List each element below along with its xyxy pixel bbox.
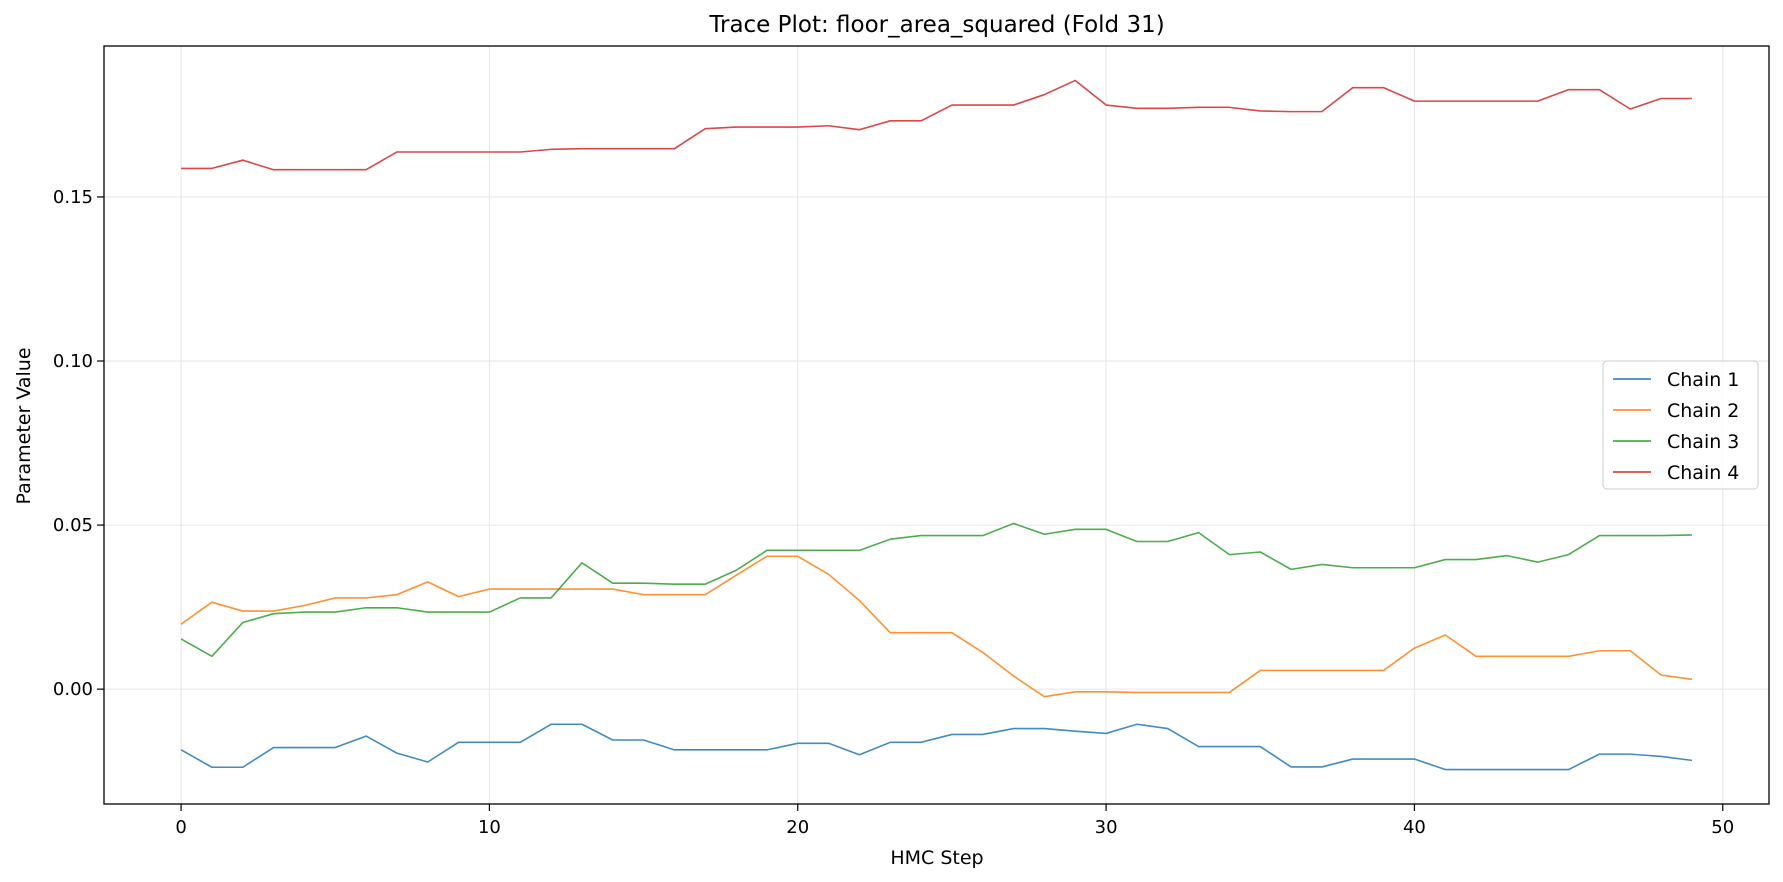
x-axis-label: HMC Step: [890, 847, 983, 869]
series-line-chain-2: [180, 555, 1693, 698]
series-line-chain-4: [181, 79, 1692, 171]
y-tick-label: 0.00: [53, 679, 93, 700]
y-tick-label: 0.15: [53, 187, 93, 208]
series-line-chain-1: [180, 723, 1693, 771]
legend: Chain 1 Chain 2 Chain 3 Chain 4: [1602, 360, 1759, 490]
legend-entry-label: Chain 3: [1667, 431, 1739, 453]
legend-entry-label: Chain 4: [1667, 462, 1739, 484]
legend-entry-label: Chain 1: [1667, 369, 1739, 391]
y-axis: 0.00 0.05 0.10 0.15: [53, 187, 104, 700]
chart-title: Trace Plot: floor_area_squared (Fold 31): [708, 12, 1164, 38]
legend-box: [1602, 360, 1759, 490]
x-tick-label: 10: [478, 817, 501, 838]
x-tick-label: 0: [175, 817, 186, 838]
plot-frame: [103, 45, 1770, 805]
x-tick-label: 20: [786, 817, 809, 838]
y-axis-label: Parameter Value: [13, 347, 35, 504]
x-tick-label: 50: [1711, 817, 1734, 838]
legend-entry-label: Chain 2: [1667, 400, 1739, 422]
y-tick-label: 0.10: [53, 351, 93, 372]
x-tick-label: 30: [1095, 817, 1118, 838]
x-tick-label: 40: [1403, 817, 1426, 838]
series-line-chain-3: [180, 522, 1692, 658]
series-group: [180, 79, 1693, 771]
y-tick-label: 0.05: [53, 515, 93, 536]
x-axis: 0 10 20 30 40 50: [175, 804, 1734, 838]
